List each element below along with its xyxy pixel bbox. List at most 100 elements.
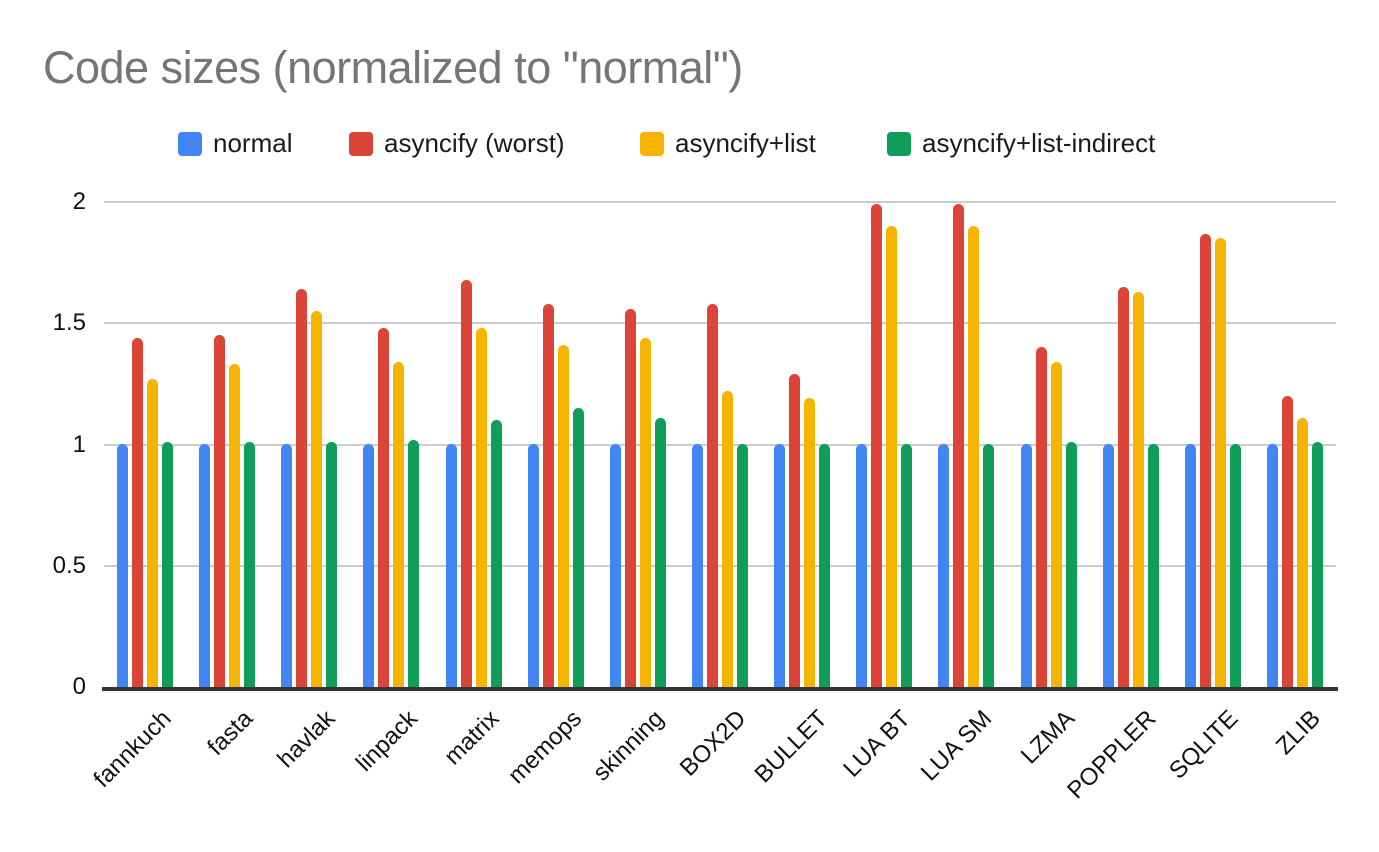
bar-asyncify+list-indirect-sqlite xyxy=(1229,444,1241,687)
bar-normal-box2d xyxy=(691,444,703,687)
bar-group-BOX2D xyxy=(679,202,761,687)
legend-item-1: normal xyxy=(178,128,292,159)
gridline-y-2 xyxy=(104,201,1336,203)
bar-asyncify-worst--zlib xyxy=(1281,396,1293,687)
x-tick-label-lua-bt: LUA BT xyxy=(837,705,916,783)
bar-group-fannkuch xyxy=(104,202,186,687)
x-tick-label-zlib: ZLIB xyxy=(1271,705,1327,760)
bar-asyncify+list-indirect-zlib xyxy=(1311,442,1323,687)
bar-asyncify+list-lua-sm xyxy=(968,226,980,687)
bar-asyncify+list-matrix xyxy=(475,328,487,687)
bar-asyncify+list-havlak xyxy=(311,311,323,687)
bar-asyncify-worst--fasta xyxy=(214,335,226,687)
bar-normal-linpack xyxy=(363,444,375,687)
y-tick-label-1.5: 1.5 xyxy=(52,309,86,337)
bar-asyncify+list-zlib xyxy=(1296,418,1308,687)
legend-label: asyncify (worst) xyxy=(384,128,565,158)
legend-label: asyncify+list xyxy=(675,128,816,158)
x-tick-label-lua-sm: LUA SM xyxy=(916,705,998,787)
bar-asyncify+list-indirect-poppler xyxy=(1147,444,1159,687)
bar-asyncify+list-indirect-fasta xyxy=(244,442,256,687)
bar-asyncify-worst--sqlite xyxy=(1199,234,1211,687)
bar-normal-bullet xyxy=(774,444,786,687)
y-tick-label-0: 0 xyxy=(72,673,86,700)
bar-asyncify+list-linpack xyxy=(393,362,405,687)
bar-normal-matrix xyxy=(445,444,457,687)
legend-item-3: asyncify+list xyxy=(640,128,816,159)
bar-asyncify-worst--memops xyxy=(542,304,554,687)
bar-asyncify+list-indirect-matrix xyxy=(490,420,502,687)
bar-normal-memops xyxy=(527,444,539,687)
bar-asyncify+list-box2d xyxy=(721,391,733,687)
x-tick-label-memops: memops xyxy=(502,705,587,790)
bar-normal-lua-sm xyxy=(938,444,950,687)
bar-asyncify+list-fannkuch xyxy=(147,379,159,687)
x-tick-label-havlak: havlak xyxy=(272,705,341,774)
y-tick-label-2: 2 xyxy=(72,188,86,215)
bar-asyncify-worst--bullet xyxy=(789,374,801,687)
legend-item-2: asyncify (worst) xyxy=(349,128,565,159)
bar-group-matrix xyxy=(433,202,515,687)
bar-asyncify-worst--matrix xyxy=(460,280,472,687)
bar-normal-fasta xyxy=(199,444,211,687)
bar-group-linpack xyxy=(350,202,432,687)
bar-asyncify+list-skinning xyxy=(639,338,651,687)
chart-title: Code sizes (normalized to "normal") xyxy=(43,42,743,93)
bar-normal-lzma xyxy=(1020,444,1032,687)
bar-group-fasta xyxy=(186,202,268,687)
bar-asyncify-worst--skinning xyxy=(624,309,636,687)
x-tick-label-sqlite: SQLITE xyxy=(1164,705,1244,785)
bar-group-LUA SM xyxy=(925,202,1007,687)
bar-asyncify-worst--box2d xyxy=(706,304,718,687)
bar-asyncify+list-indirect-skinning xyxy=(654,418,666,687)
legend-swatch-icon xyxy=(887,131,911,156)
bar-asyncify+list-indirect-bullet xyxy=(819,444,831,687)
x-tick-label-bullet: BULLET xyxy=(750,705,834,789)
bar-asyncify-worst--lua-bt xyxy=(871,204,883,687)
bar-group-skinning xyxy=(597,202,679,687)
x-tick-label-lzma: LZMA xyxy=(1015,705,1080,770)
x-tick-label-poppler: POPPLER xyxy=(1062,705,1162,805)
legend-label: asyncify+list-indirect xyxy=(922,128,1156,158)
gridline-y-0.5 xyxy=(104,564,1336,567)
x-tick-label-matrix: matrix xyxy=(439,705,505,771)
bar-asyncify-worst--linpack xyxy=(378,328,390,687)
y-tick-label-0.5: 0.5 xyxy=(52,551,86,579)
bar-normal-fannkuch xyxy=(117,444,129,687)
bar-asyncify+list-fasta xyxy=(229,364,241,687)
bar-group-LUA BT xyxy=(843,202,925,687)
bar-normal-sqlite xyxy=(1184,444,1196,687)
bar-normal-zlib xyxy=(1266,444,1278,687)
legend-swatch-icon xyxy=(349,131,373,156)
x-tick-label-fannkuch: fannkuch xyxy=(88,705,177,793)
bar-asyncify+list-lua-bt xyxy=(886,226,898,687)
bar-asyncify-worst--lzma xyxy=(1035,347,1047,687)
bar-asyncify+list-memops xyxy=(557,345,569,687)
legend-item-4: asyncify+list-indirect xyxy=(887,128,1155,159)
bar-asyncify+list-lzma xyxy=(1050,362,1062,687)
bar-asyncify+list-sqlite xyxy=(1214,238,1226,687)
gridline-y-1 xyxy=(104,443,1336,446)
bar-asyncify+list-indirect-lua-sm xyxy=(983,444,995,687)
legend-swatch-icon xyxy=(178,131,202,156)
bar-asyncify-worst--lua-sm xyxy=(953,204,965,687)
bar-group-BULLET xyxy=(761,202,843,687)
bar-normal-havlak xyxy=(281,444,293,687)
bar-asyncify+list-indirect-lua-bt xyxy=(901,444,913,687)
bar-asyncify+list-indirect-memops xyxy=(572,408,584,687)
bar-group-havlak xyxy=(268,202,350,687)
bar-group-memops xyxy=(515,202,597,687)
legend-swatch-icon xyxy=(640,131,664,156)
gridline-y-1.5 xyxy=(104,322,1336,325)
x-axis-line xyxy=(102,687,1338,691)
bar-asyncify+list-bullet xyxy=(804,398,816,687)
bar-group-POPPLER xyxy=(1090,202,1172,687)
bar-group-ZLIB xyxy=(1254,202,1336,687)
y-tick-label-1: 1 xyxy=(72,430,86,458)
bar-asyncify+list-indirect-box2d xyxy=(736,444,748,687)
bar-asyncify+list-indirect-lzma xyxy=(1065,442,1077,687)
bar-asyncify-worst--fannkuch xyxy=(132,338,144,687)
bar-asyncify+list-indirect-linpack xyxy=(408,440,420,687)
bar-normal-lua-bt xyxy=(856,444,868,687)
